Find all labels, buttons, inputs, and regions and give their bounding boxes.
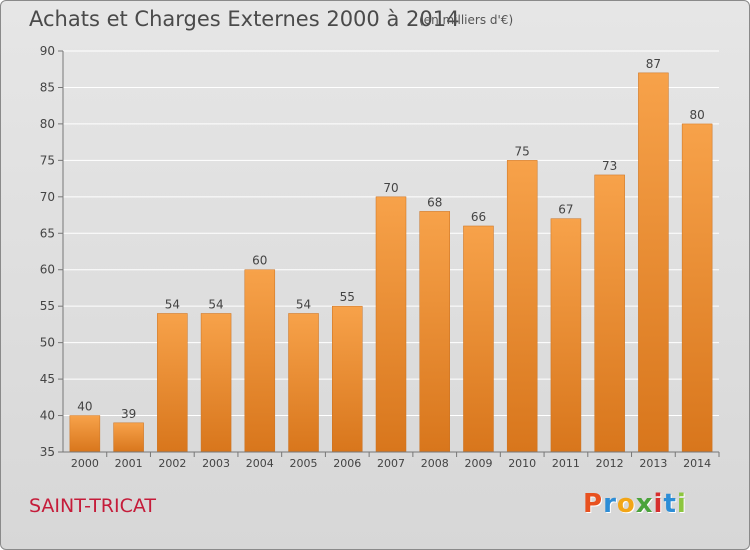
x-tick-label: 2013 [639,457,667,470]
x-tick-label: 2006 [333,457,361,470]
y-tick-label: 60 [40,263,55,277]
bar-2008 [420,211,450,452]
y-tick-label: 90 [40,44,55,58]
bar-2000 [70,416,100,452]
x-tick-label: 2011 [552,457,580,470]
bar-value-label: 87 [646,57,661,71]
x-tick-label: 2005 [290,457,318,470]
bar-value-label: 66 [471,210,486,224]
y-tick-label: 35 [40,445,55,459]
y-tick-label: 85 [40,80,55,94]
x-tick-label: 2014 [683,457,711,470]
logo-letter: i [654,489,664,519]
y-tick-label: 70 [40,190,55,204]
bar-2010 [507,160,537,452]
bar-2013 [638,73,668,452]
bar-value-label: 73 [602,159,617,173]
bar-value-label: 68 [427,195,442,209]
bar-value-label: 60 [252,254,267,268]
bar-2012 [595,175,625,452]
bar-2014 [682,124,712,452]
x-tick-label: 2001 [115,457,143,470]
y-tick-label: 45 [40,372,55,386]
x-tick-label: 2008 [421,457,449,470]
y-tick-label: 55 [40,299,55,313]
bar-2003 [201,313,231,452]
logo-letter: o [617,489,636,519]
bar-value-label: 70 [383,181,398,195]
bar-2009 [463,226,493,452]
x-tick-label: 2007 [377,457,405,470]
x-tick-label: 2002 [158,457,186,470]
bar-2007 [376,197,406,452]
bar-2004 [245,270,275,452]
y-tick-label: 50 [40,336,55,350]
bar-2002 [157,313,187,452]
bar-value-label: 55 [340,290,355,304]
bar-value-label: 75 [515,144,530,158]
logo-letter: r [603,489,617,519]
x-tick-label: 2003 [202,457,230,470]
bar-value-label: 54 [165,297,180,311]
bar-value-label: 54 [208,297,223,311]
bar-value-label: 67 [558,203,573,217]
bar-value-label: 80 [689,108,704,122]
bar-value-label: 54 [296,297,311,311]
location-name: SAINT-TRICAT [29,495,156,517]
proxiti-logo[interactable]: Proxiti [583,489,687,519]
logo-letter: i [677,489,687,519]
y-tick-label: 75 [40,153,55,167]
y-tick-label: 65 [40,226,55,240]
x-tick-label: 2012 [596,457,624,470]
bar-value-label: 39 [121,407,136,421]
logo-letter: x [636,489,654,519]
logo-letter: t [663,489,676,519]
y-tick-label: 80 [40,117,55,131]
chart-frame: Achats et Charges Externes 2000 à 2014 (… [0,0,750,550]
bar-chart: 35 40 45 50 55 60 65 70 75 80 85 90 2000 2001 2002 2003… [1,1,750,550]
bar-2011 [551,219,581,452]
bar-2006 [332,306,362,452]
x-tick-label: 2000 [71,457,99,470]
bar-value-label: 40 [77,400,92,414]
bar-2005 [289,313,319,452]
logo-letter: P [583,489,603,519]
x-tick-label: 2010 [508,457,536,470]
x-tick-label: 2004 [246,457,274,470]
y-tick-label: 40 [40,409,55,423]
x-tick-label: 2009 [464,457,492,470]
bar-2001 [114,423,144,452]
